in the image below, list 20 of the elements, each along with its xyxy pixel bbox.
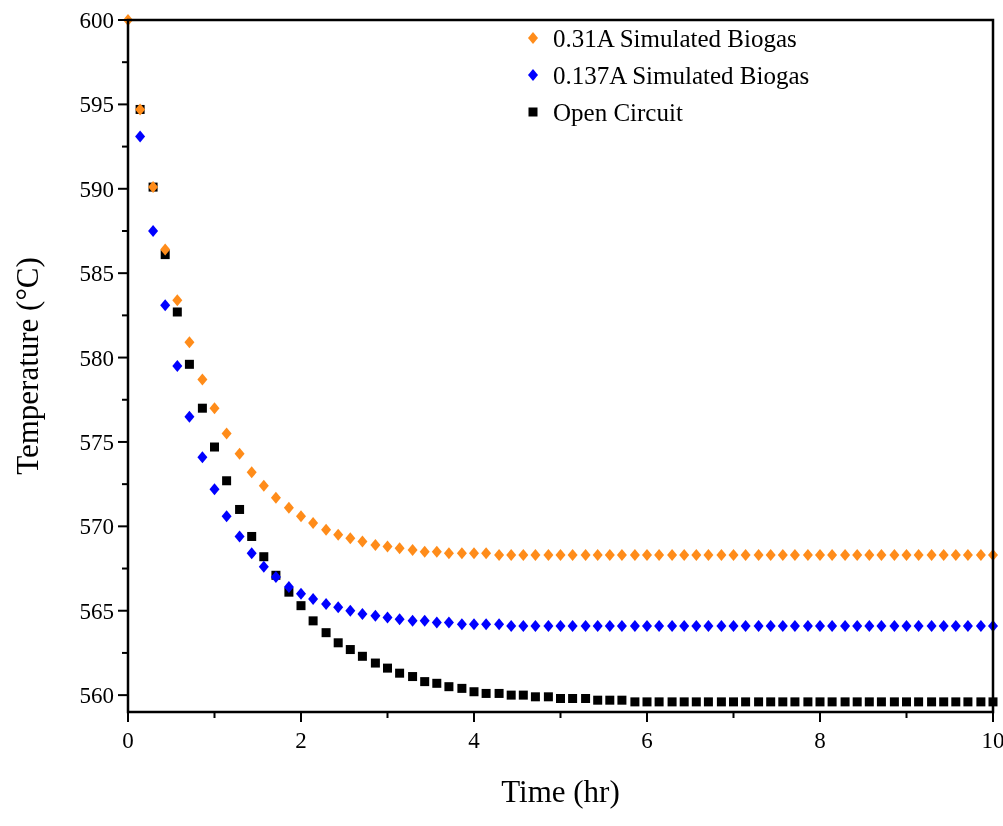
x-tick-label: 10 xyxy=(981,728,1003,753)
y-tick-label: 565 xyxy=(79,598,114,624)
x-tick-label: 6 xyxy=(641,728,653,753)
y-tick-label: 570 xyxy=(79,514,114,540)
x-tick-label: 4 xyxy=(468,728,481,753)
x-tick-label: 0 xyxy=(122,728,134,753)
legend-label: 0.137A Simulated Biogas xyxy=(553,61,810,89)
legend-label: 0.31A Simulated Biogas xyxy=(553,24,797,52)
y-tick-label: 575 xyxy=(79,430,114,455)
y-tick-label: 560 xyxy=(79,683,114,709)
legend-label: Open Circuit xyxy=(553,98,683,126)
y-tick-label: 600 xyxy=(79,8,114,34)
x-tick-label: 8 xyxy=(814,728,826,753)
y-tick-label: 580 xyxy=(79,345,114,371)
x-axis-title: Time (hr) xyxy=(501,774,620,809)
y-axis-title: Temperature (°C) xyxy=(10,257,45,475)
y-tick-label: 595 xyxy=(79,92,114,118)
y-tick-label: 585 xyxy=(79,261,114,287)
x-tick-label: 2 xyxy=(295,728,307,753)
y-tick-label: 590 xyxy=(79,176,114,202)
